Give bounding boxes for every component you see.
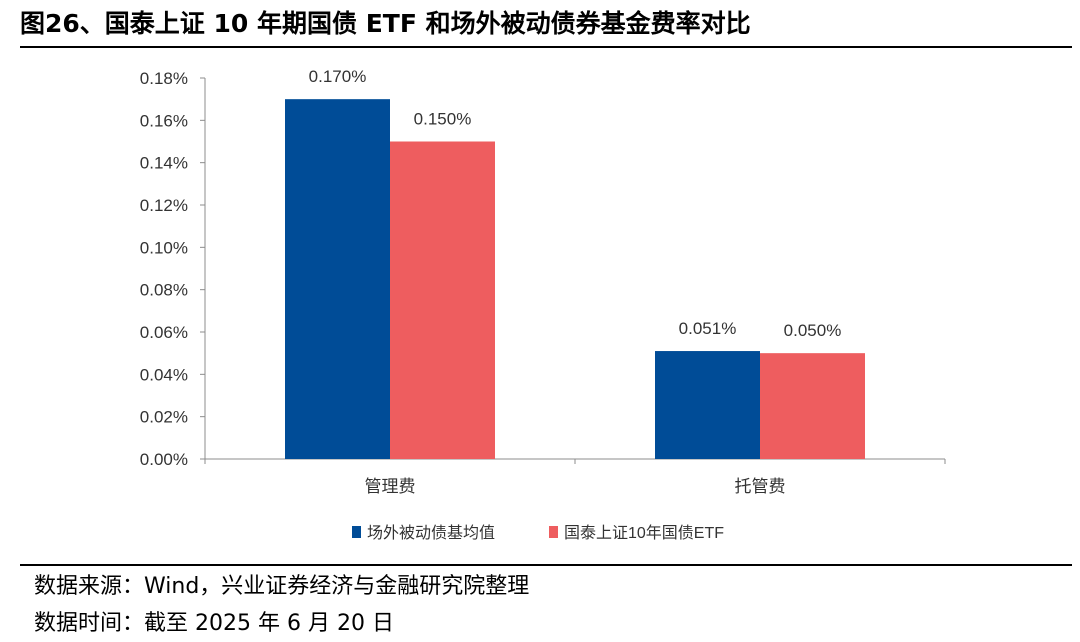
bar [390,141,495,459]
y-axis: 0.00% 0.02% 0.04% 0.06% 0.08% 0.10% 0.12% 0.14%… [140,69,206,469]
y-tick-label: 0.04% [140,365,188,384]
x-category-label: 托管费 [735,477,786,496]
legend: 场外被动债基均值 国泰上证10年国债ETF [352,524,724,542]
bar-value-label: 0.050% [784,321,842,340]
bar [760,353,865,459]
bar [285,99,390,460]
data-source-note: 数据来源：Wind，兴业证券经济与金融研究院整理 [34,574,530,599]
y-tick-label: 0.08% [140,281,188,300]
y-tick-label: 0.10% [140,238,188,257]
legend-swatch [352,526,361,538]
legend-swatch [549,526,558,538]
y-tick-label: 0.18% [140,69,188,88]
y-tick-label: 0.14% [140,154,188,173]
legend-label: 国泰上证10年国债ETF [564,524,724,542]
x-axis: 管理费 托管费 [204,458,946,496]
x-category-label: 管理费 [365,477,416,496]
chart-title: 图26、国泰上证 10 年期国债 ETF 和场外被动债券基金费率对比 [20,9,751,38]
y-tick-label: 0.00% [140,450,188,469]
y-tick-label: 0.06% [140,323,188,342]
bar [655,351,760,459]
y-tick-label: 0.02% [140,408,188,427]
footer-divider [20,564,1072,566]
bar-value-label: 0.150% [414,110,472,129]
title-divider [20,46,1072,48]
bar-chart: 0.00% 0.02% 0.04% 0.06% 0.08% 0.10% 0.12% 0.14%… [140,67,946,542]
data-date-note: 数据时间：截至 2025 年 6 月 20 日 [34,611,394,636]
bar-value-label: 0.051% [679,319,737,338]
bar-labels: 0.170% 0.150% 0.051% 0.050% [309,67,842,340]
bar-value-label: 0.170% [309,67,367,86]
y-tick-label: 0.12% [140,196,188,215]
bars [285,99,865,460]
legend-label: 场外被动债基均值 [367,524,495,542]
y-tick-label: 0.16% [140,111,188,130]
